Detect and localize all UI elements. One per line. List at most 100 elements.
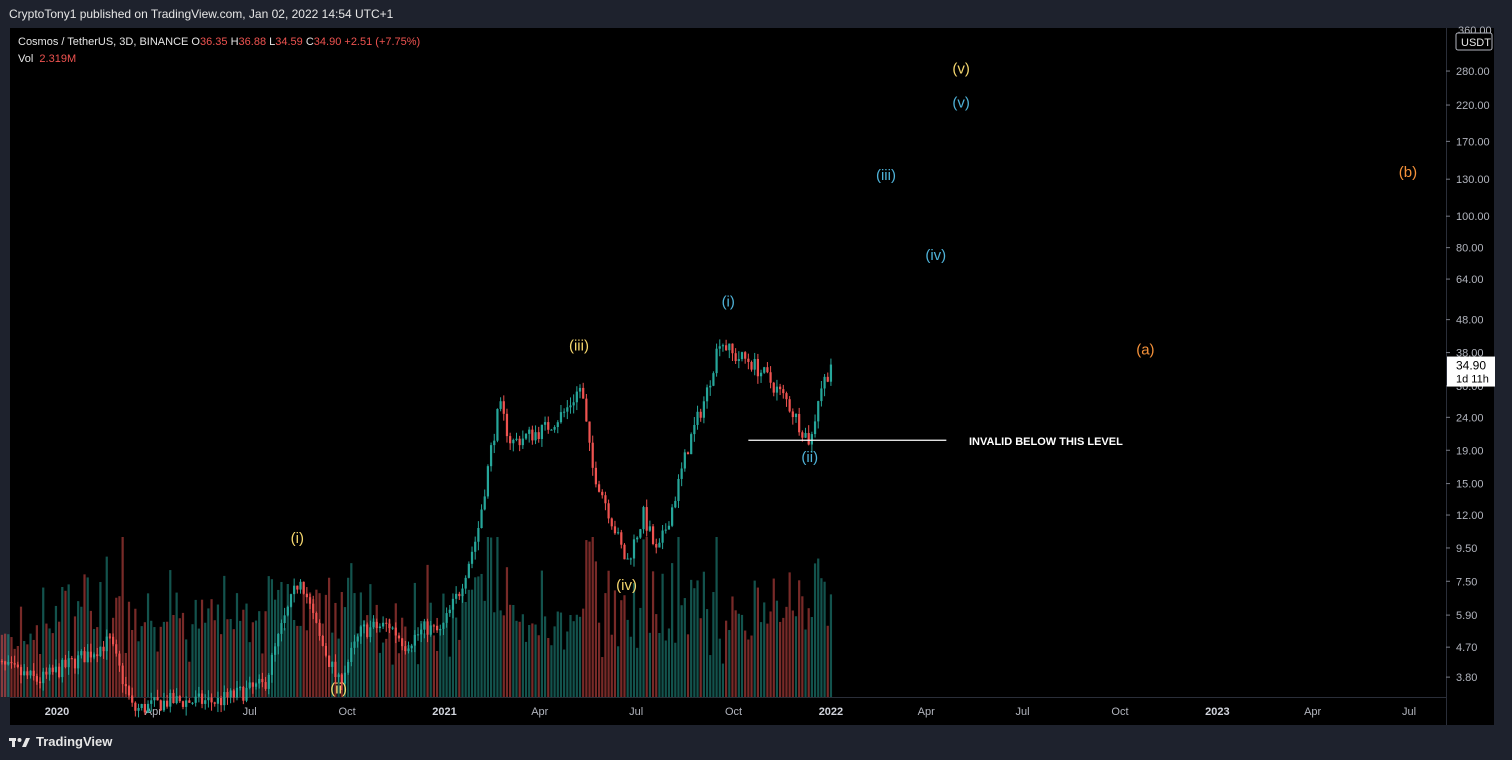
- volume-bar: [150, 620, 153, 697]
- volume-bar: [826, 625, 829, 697]
- volume-bar: [308, 592, 312, 697]
- volume-bar: [461, 594, 464, 697]
- volume-bar: [83, 574, 86, 697]
- volume-bar: [769, 611, 772, 697]
- candle-body: [353, 641, 356, 648]
- candle-body: [639, 529, 642, 538]
- volume-bar: [725, 620, 728, 697]
- candle-body: [210, 697, 213, 703]
- volume-bar: [432, 635, 436, 697]
- candle-body: [817, 401, 820, 422]
- price-axis-label: 100.00: [1456, 211, 1490, 223]
- candle-body: [366, 624, 369, 637]
- volume-bar: [747, 639, 750, 697]
- candle-body: [537, 432, 540, 439]
- candle-body: [667, 525, 671, 530]
- candle-body: [502, 401, 505, 414]
- wave-label-yellow: (iii): [569, 337, 589, 354]
- volume-bar: [496, 537, 499, 697]
- volume-bar: [159, 626, 162, 697]
- volume-bar: [798, 580, 801, 697]
- candle-body: [728, 343, 731, 351]
- symbol-legend[interactable]: Cosmos / TetherUS, 3D, BINANCE O36.35 H3…: [18, 36, 420, 48]
- volume-bar: [667, 628, 671, 697]
- candle-body: [124, 684, 127, 687]
- volume-bar: [216, 604, 220, 697]
- candle-body: [327, 655, 331, 667]
- tradingview-logo[interactable]: TradingView: [9, 734, 112, 749]
- candle-body: [112, 636, 115, 645]
- time-axis-label: Jul: [1016, 706, 1030, 718]
- invalid-level-label: INVALID BELOW THIS LEVEL: [969, 436, 1123, 448]
- volume-bar: [401, 617, 404, 697]
- candle-body: [19, 667, 23, 676]
- candle-body: [381, 622, 385, 627]
- candle-body: [718, 346, 721, 349]
- volume-legend[interactable]: Vol 2.319M: [18, 53, 76, 65]
- volume-bar: [480, 573, 483, 697]
- legend-change: +2.51 (+7.75%): [344, 36, 420, 48]
- volume-bar: [626, 619, 629, 697]
- price-axis-label: 7.50: [1456, 576, 1477, 588]
- candle-body: [404, 646, 407, 652]
- volume-bar: [782, 617, 785, 697]
- volume-bar: [283, 628, 286, 697]
- volume-bar: [67, 584, 70, 697]
- volume-bar: [293, 619, 296, 697]
- candle-body: [375, 621, 378, 629]
- volume-bar: [509, 604, 512, 697]
- candle-body: [712, 373, 715, 386]
- volume-bar: [448, 656, 451, 697]
- candle-body: [86, 651, 89, 663]
- candle-body: [248, 682, 251, 688]
- candle-body: [582, 387, 585, 399]
- plot-background: [10, 28, 1446, 725]
- candle-body: [556, 422, 559, 428]
- volume-bar: [804, 629, 807, 697]
- volume-bar: [185, 639, 188, 697]
- candle-body: [10, 661, 13, 664]
- volume-bar: [775, 600, 779, 697]
- price-axis-label: 4.70: [1456, 642, 1477, 654]
- volume-bar: [286, 584, 289, 697]
- candle-body: [648, 526, 652, 531]
- volume-bar: [661, 573, 664, 697]
- candle-body: [251, 682, 254, 687]
- volume-bar: [455, 617, 458, 697]
- candle-body: [232, 690, 235, 698]
- candle-body: [223, 692, 226, 706]
- candle-body: [569, 405, 572, 408]
- volume-bar: [439, 630, 442, 697]
- candle-body: [499, 401, 502, 409]
- volume-bar: [753, 580, 756, 697]
- volume-bar: [655, 614, 658, 697]
- time-axis-label: Oct: [339, 706, 356, 718]
- candle-body: [461, 588, 464, 597]
- wave-label-orange: (a): [1136, 342, 1154, 359]
- volume-bar: [321, 623, 324, 697]
- candle-body: [740, 352, 744, 360]
- candle-body: [16, 664, 19, 668]
- candle-body: [369, 627, 372, 637]
- candle-body: [54, 666, 58, 672]
- volume-bar: [470, 589, 474, 697]
- volume-bar: [566, 631, 569, 697]
- candle-body: [747, 358, 750, 362]
- volume-bar: [29, 633, 32, 697]
- candle-body: [64, 659, 67, 668]
- volume-bar: [601, 657, 604, 697]
- volume-bar: [251, 622, 254, 697]
- volume-bar: [623, 595, 626, 697]
- candle-body: [486, 466, 490, 497]
- candle-body: [563, 411, 566, 413]
- volume-bar: [610, 634, 613, 697]
- candle-body: [683, 452, 686, 469]
- candle-body: [286, 606, 289, 616]
- candle-body: [798, 413, 801, 433]
- currency-box[interactable]: [1455, 32, 1493, 51]
- volume-bar: [267, 576, 270, 697]
- candle-body: [48, 667, 51, 675]
- candle-body: [766, 367, 769, 373]
- candle-body: [324, 645, 328, 656]
